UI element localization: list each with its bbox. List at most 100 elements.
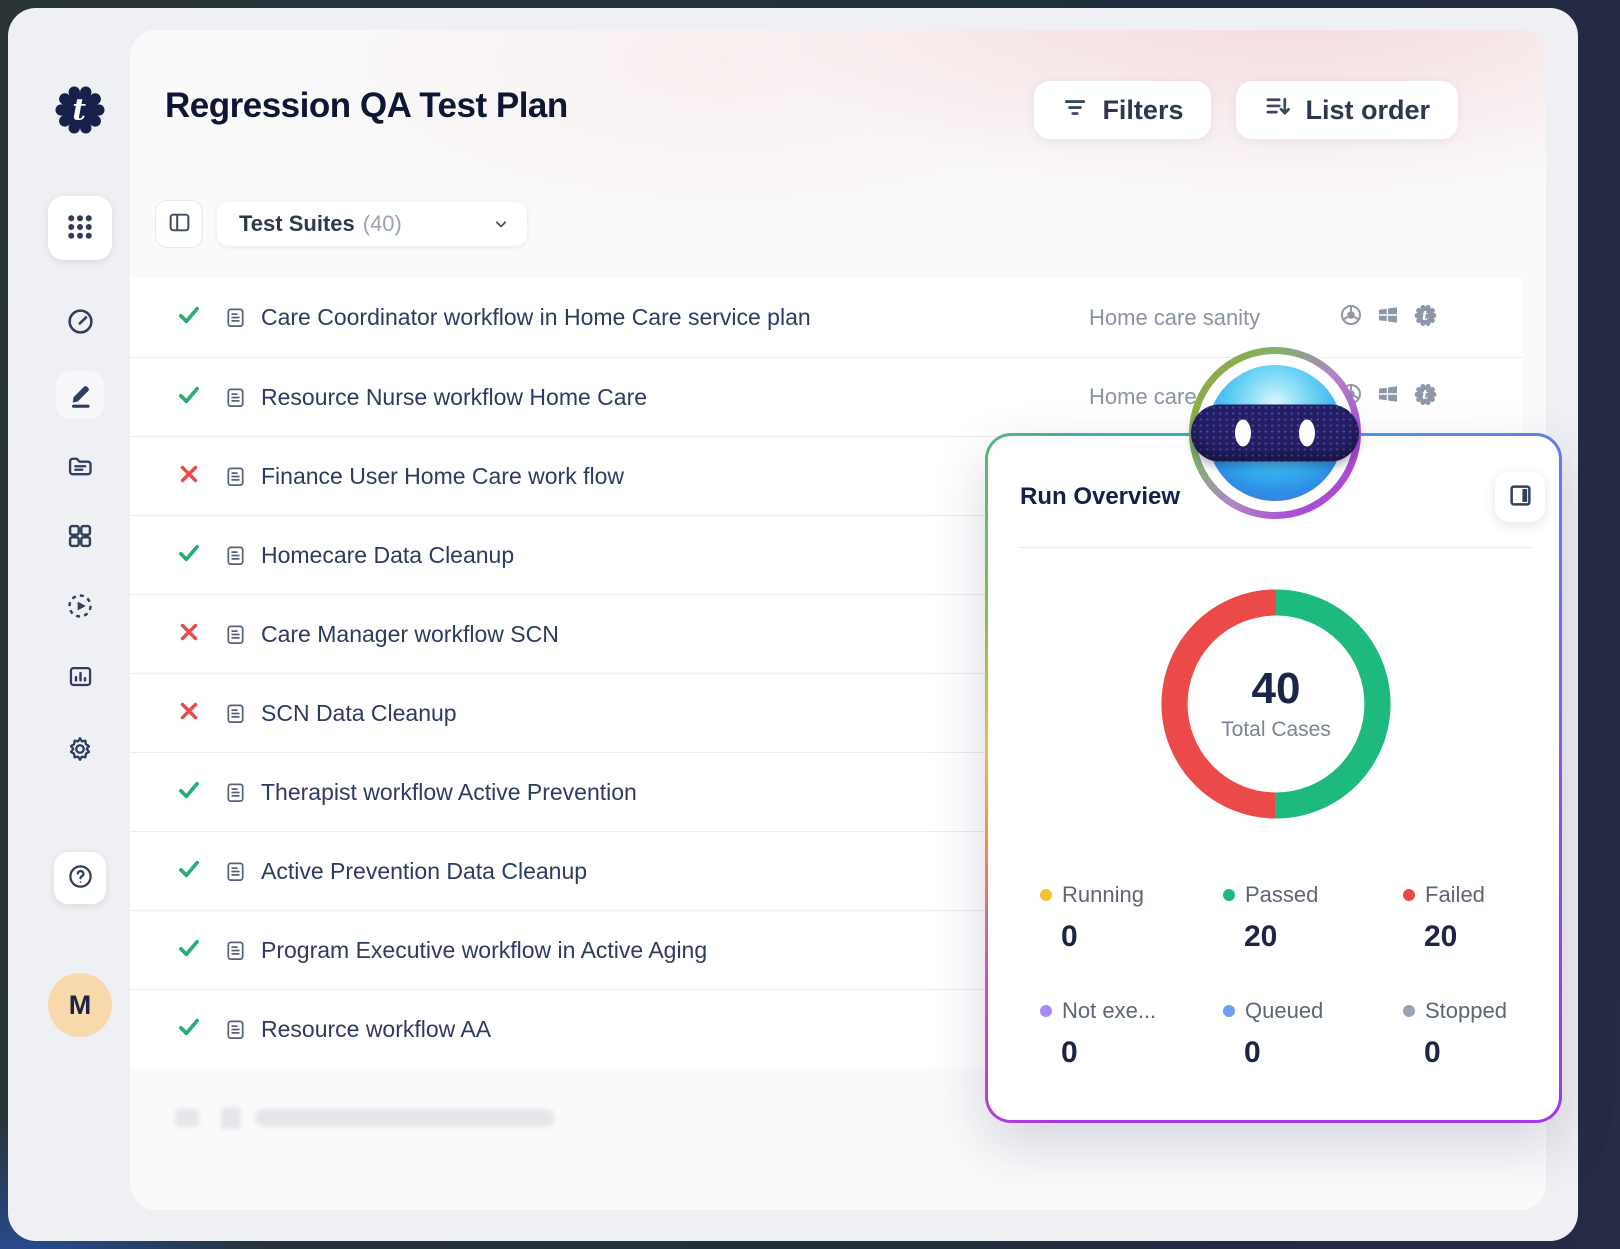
- legend-label: Passed: [1245, 882, 1319, 907]
- legend-item: Running 0: [1040, 882, 1223, 954]
- app-window: t: [8, 8, 1578, 1241]
- pencil-icon: [66, 379, 95, 411]
- play-circle-icon: [66, 592, 94, 623]
- sidebar-item-runs[interactable]: [56, 583, 104, 631]
- platform-icons: t: [1339, 382, 1437, 412]
- legend-item: Failed 20: [1403, 882, 1529, 954]
- list-order-label: List order: [1305, 94, 1430, 125]
- dropdown-count: (40): [362, 211, 402, 236]
- testim-gear-icon: t: [1413, 382, 1438, 412]
- page-title: Regression QA Test Plan: [165, 86, 568, 125]
- pass-check-icon: [176, 382, 202, 413]
- suite-name: Resource Nurse workflow Home Care: [261, 383, 648, 410]
- suite-name: Homecare Data Cleanup: [261, 541, 515, 568]
- document-icon: [224, 939, 247, 962]
- suite-name: Care Coordinator workflow in Home Care s…: [261, 304, 811, 330]
- fail-x-icon: [177, 462, 201, 491]
- dropdown-label: Test Suites: [239, 211, 355, 236]
- filters-button[interactable]: Filters: [1034, 81, 1212, 139]
- pass-check-icon: [176, 856, 202, 887]
- suite-config: Home care sanity: [1089, 304, 1261, 330]
- document-icon: [224, 623, 247, 646]
- ai-assistant-mascot[interactable]: [1189, 347, 1361, 519]
- sidebar-item-folders[interactable]: [56, 443, 104, 491]
- svg-text:t: t: [72, 93, 86, 128]
- sidebar-item-blocks[interactable]: [56, 513, 104, 561]
- run-overview-panel: Run Overview 40 Total Cases: [985, 433, 1562, 1123]
- pass-check-icon: [176, 1014, 202, 1045]
- suite-name: Resource workflow AA: [261, 1015, 492, 1042]
- suite-name: Finance User Home Care work flow: [261, 462, 625, 489]
- suite-name: Care Manager workflow SCN: [261, 620, 559, 647]
- faded-suite-row: [130, 1078, 1523, 1158]
- legend-item: Stopped 0: [1403, 998, 1529, 1070]
- legend-value: 0: [1061, 1036, 1078, 1069]
- bar-chart-icon: [67, 663, 94, 693]
- suite-name: SCN Data Cleanup: [261, 699, 457, 726]
- total-cases-value: 40: [1251, 663, 1301, 713]
- document-icon: [224, 702, 247, 725]
- header-actions: Filters List order: [1034, 81, 1458, 139]
- sidebar-item-settings[interactable]: [56, 726, 104, 774]
- total-cases-donut-chart: 40 Total Cases: [1160, 588, 1392, 820]
- toggle-right-panel-button[interactable]: [1495, 472, 1545, 522]
- pass-check-icon: [176, 540, 202, 571]
- suite-name: Therapist workflow Active Prevention: [261, 778, 637, 805]
- sidebar-item-help[interactable]: [54, 852, 106, 904]
- document-icon: [224, 860, 247, 883]
- testim-logo-icon: t: [52, 82, 108, 138]
- gear-icon: [66, 735, 94, 766]
- sidebar-item-dashboard[interactable]: [56, 299, 104, 347]
- folder-icon: [66, 452, 94, 483]
- run-overview-header: Run Overview: [988, 436, 1559, 522]
- legend-dot: [1403, 889, 1415, 901]
- legend-value: 20: [1244, 920, 1278, 953]
- test-suites-dropdown[interactable]: Test Suites (40): [217, 202, 527, 246]
- mascot-eye-right: [1299, 419, 1315, 447]
- filters-label: Filters: [1102, 94, 1184, 125]
- document-icon: [224, 544, 247, 567]
- legend-label: Failed: [1425, 882, 1485, 907]
- platform-icons: t: [1339, 303, 1437, 333]
- legend-value: 0: [1424, 1036, 1441, 1069]
- legend-dot: [1040, 889, 1052, 901]
- help-icon: [67, 863, 94, 893]
- suite-name: Active Prevention Data Cleanup: [261, 857, 588, 884]
- sidebar-item-reports[interactable]: [56, 654, 104, 702]
- legend-value: 20: [1424, 920, 1458, 953]
- legend-item: Queued 0: [1223, 998, 1403, 1070]
- user-avatar[interactable]: M: [48, 973, 112, 1037]
- toolbar: Test Suites (40): [155, 200, 527, 248]
- sidebar-item-editor[interactable]: [56, 371, 104, 419]
- testim-gear-icon: t: [1413, 303, 1438, 333]
- legend-label: Running: [1062, 882, 1144, 907]
- chevron-down-icon: [491, 214, 511, 234]
- run-overview-title: Run Overview: [1020, 483, 1181, 510]
- legend-label: Queued: [1245, 998, 1324, 1023]
- document-icon: [224, 1018, 247, 1041]
- sort-icon: [1264, 93, 1291, 127]
- fail-x-icon: [177, 699, 201, 728]
- grid-dots-icon: [65, 212, 95, 245]
- blocks-icon: [66, 522, 94, 553]
- pass-check-icon: [176, 777, 202, 808]
- divider: [1018, 547, 1532, 548]
- panel-right-icon: [1508, 483, 1533, 511]
- legend-dot: [1223, 1005, 1235, 1017]
- svg-text:t: t: [1422, 308, 1428, 323]
- suite-row[interactable]: Care Coordinator workflow in Home Care s…: [130, 278, 1523, 357]
- suite-list-fade: [130, 1078, 1523, 1158]
- mascot-visor: [1191, 404, 1359, 462]
- chart-legend: Running 0 Passed 20 Failed 20 Not exe...…: [1040, 882, 1529, 1070]
- windows-icon: [1376, 303, 1400, 333]
- document-icon: [224, 386, 247, 409]
- sidebar-item-apps[interactable]: [48, 196, 112, 260]
- legend-item: Not exe... 0: [1040, 998, 1223, 1070]
- list-order-button[interactable]: List order: [1236, 81, 1458, 139]
- mascot-eye-left: [1235, 419, 1251, 447]
- toggle-left-panel-button[interactable]: [155, 200, 203, 248]
- filter-icon: [1062, 94, 1088, 127]
- legend-label: Not exe...: [1062, 998, 1157, 1023]
- svg-text:t: t: [1422, 388, 1428, 403]
- document-icon: [224, 781, 247, 804]
